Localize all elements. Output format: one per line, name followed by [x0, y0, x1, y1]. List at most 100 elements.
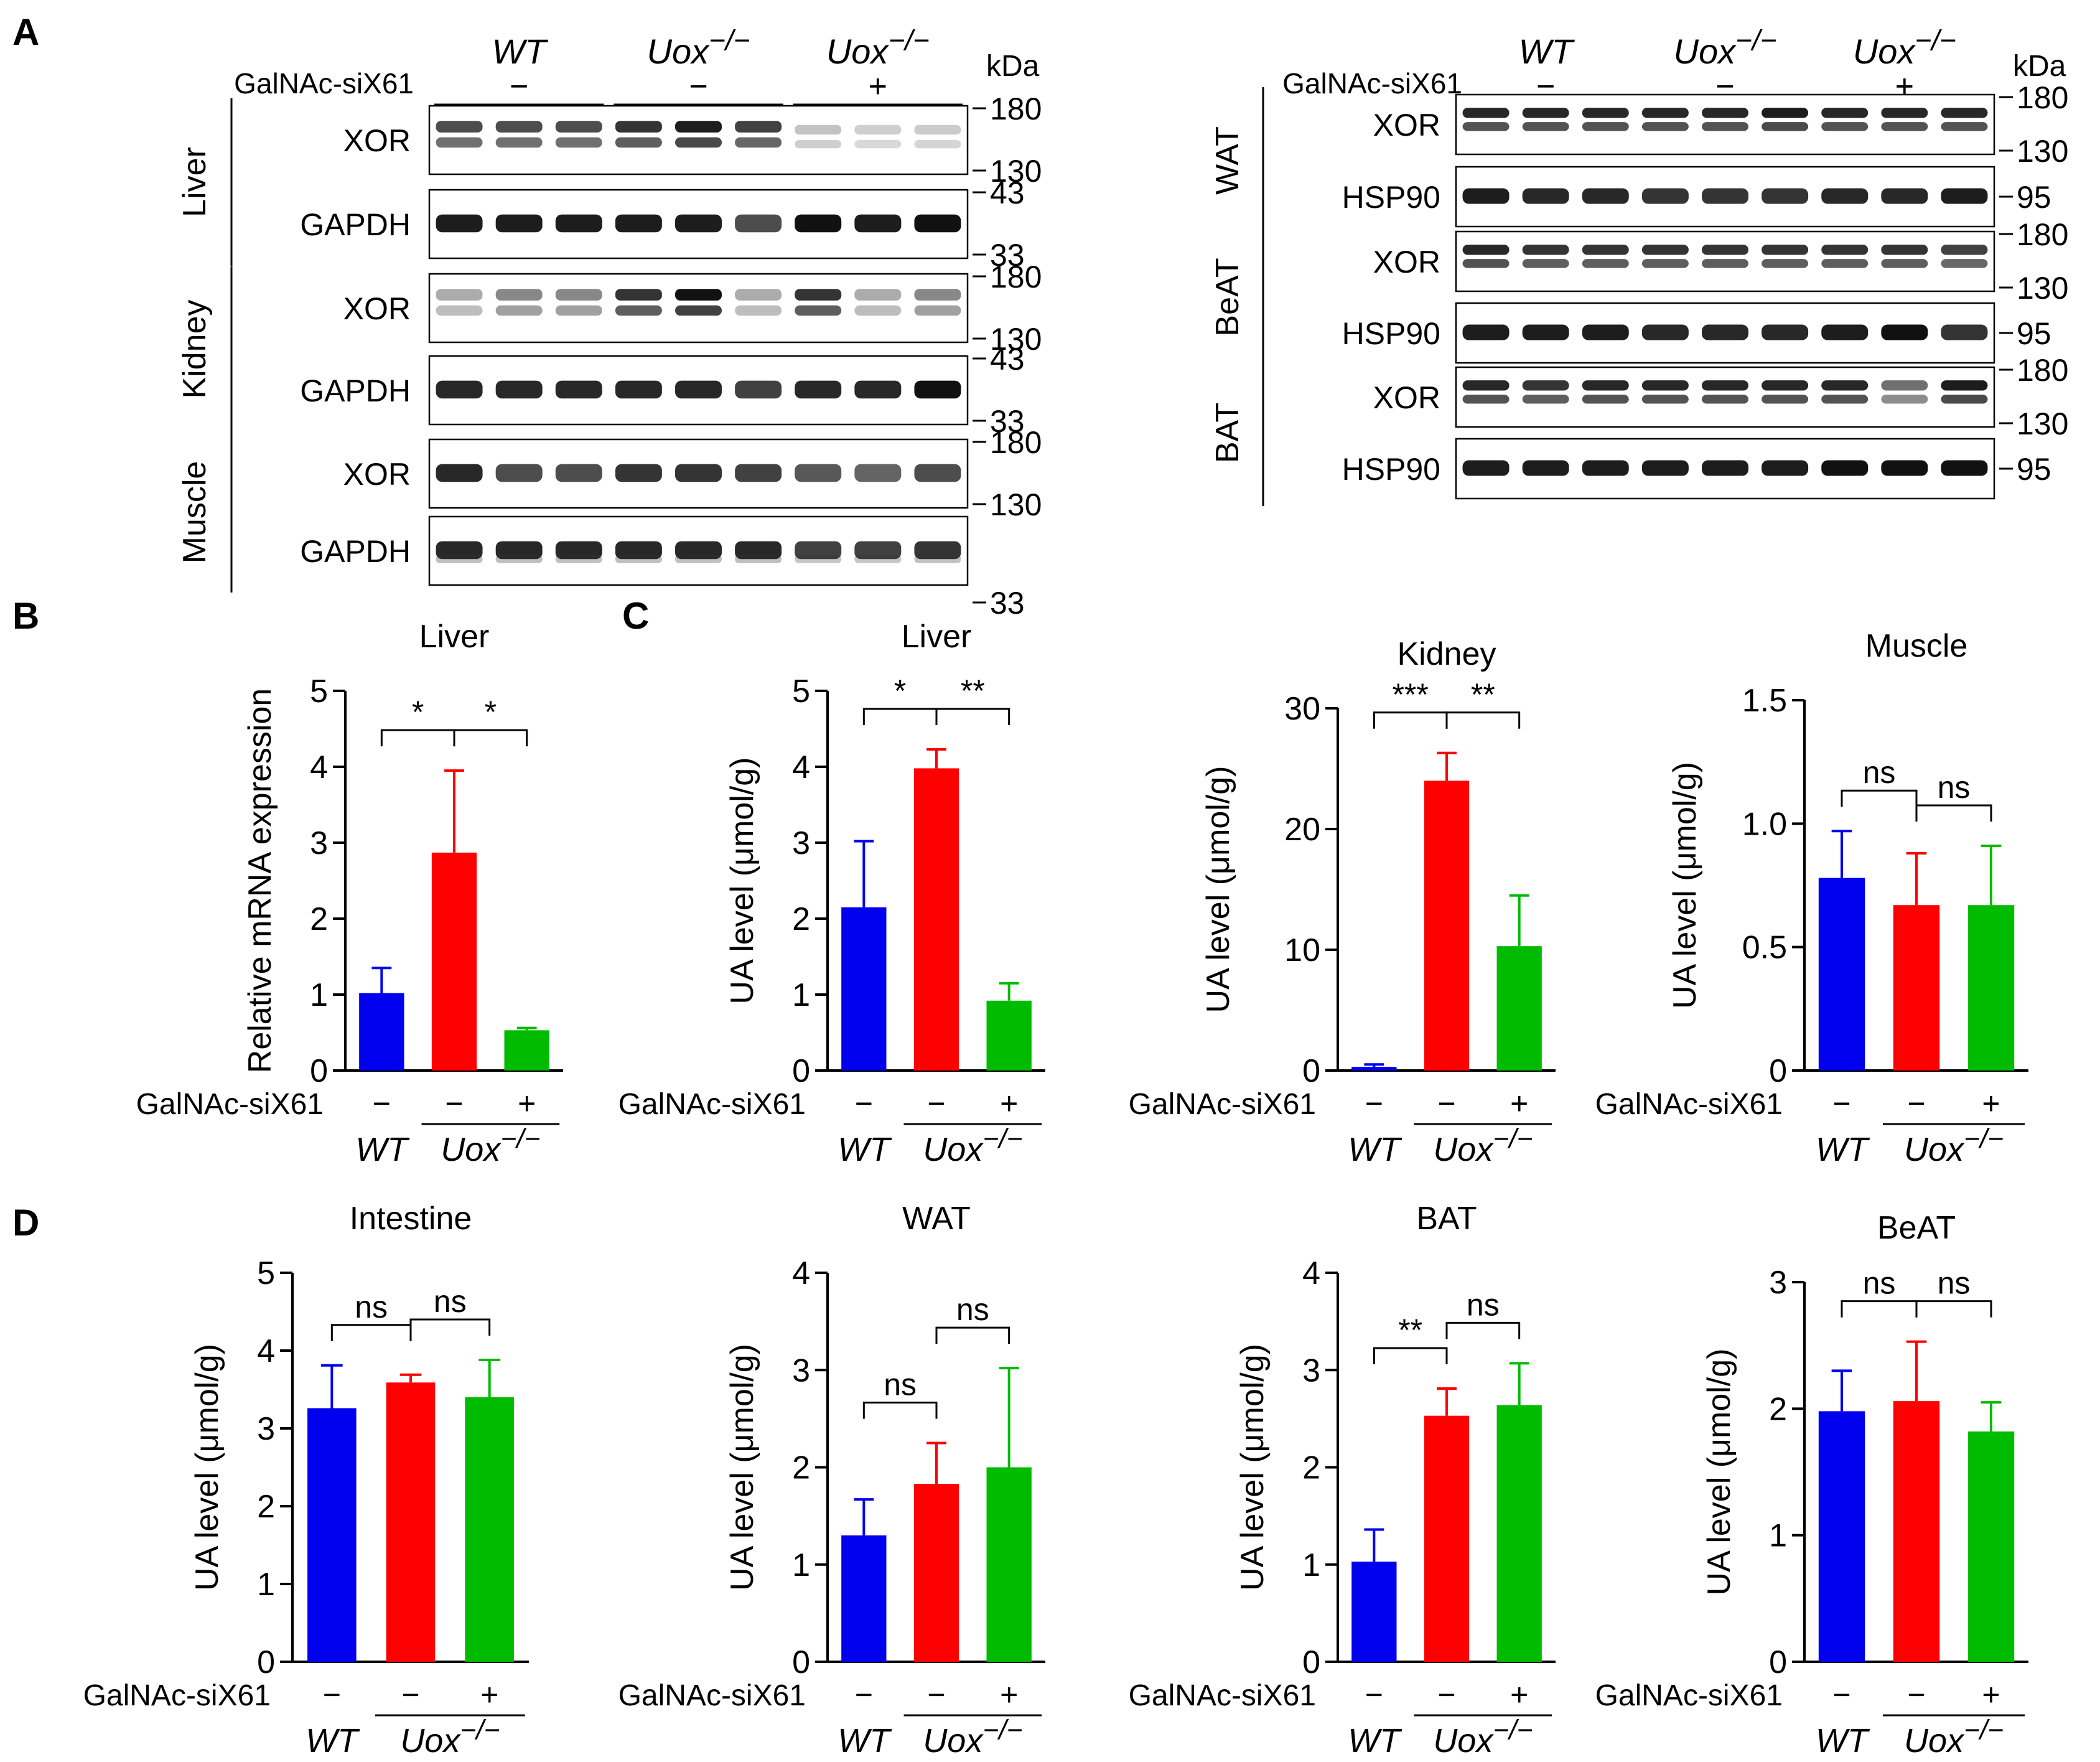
treatment-sign: + [518, 1086, 536, 1121]
blot-band-upper [436, 289, 483, 301]
blot-band [735, 214, 782, 233]
significance-label: ns [434, 1284, 467, 1319]
blot-band-lower [1762, 122, 1809, 131]
blot-band [1821, 188, 1869, 204]
blot-band-lower [1522, 259, 1569, 268]
bar-1 [913, 1484, 959, 1662]
blot-band-lower [1702, 395, 1748, 404]
bar-2 [1967, 1431, 2015, 1662]
bar-0 [1351, 1067, 1397, 1071]
genotype-uox: Uox−/− [441, 1123, 540, 1168]
genotype-uox-base: Uox [923, 1131, 984, 1168]
blot-band-upper [555, 121, 602, 133]
significance-bracket [935, 1326, 1010, 1344]
blot-genotype-uox-base: Uox [1853, 32, 1916, 71]
y-tick-label: 4 [792, 1255, 810, 1291]
blot-band-lower [1881, 395, 1928, 404]
bar-0 [359, 993, 404, 1071]
blot-band-lower [495, 137, 543, 148]
y-axis-label: UA level (μmol/g) [724, 1344, 760, 1591]
blot-band [1641, 324, 1689, 340]
blot-band [914, 541, 961, 560]
marker-label: 130 [990, 322, 1042, 357]
blot-band [1941, 324, 1988, 340]
treatment-sign: − [927, 1086, 945, 1121]
significance-label: ns [355, 1290, 388, 1324]
blot-band [675, 541, 722, 560]
blot-band-lower [854, 140, 902, 149]
blot-band-upper [1582, 108, 1629, 118]
western-blot-right: GalNAc-siX61WT−Uox−/−−Uox−/−+kDaXOR18013… [1210, 24, 2068, 506]
treatment-label: GalNAc-siX61 [136, 1088, 324, 1121]
significance-bracket [1915, 1300, 1992, 1318]
blot-band [854, 464, 902, 482]
blot-band [436, 464, 483, 482]
blot-band-lower [735, 137, 782, 148]
blot-genotype-uox: Uox−/− [826, 24, 930, 71]
treatment-sign: + [1510, 1086, 1528, 1121]
marker-label: 33 [990, 586, 1025, 621]
blot-band [854, 541, 902, 560]
blot-band [1462, 188, 1510, 204]
blot-band-lower [1941, 395, 1988, 404]
marker-label: 180 [990, 260, 1042, 294]
tissue-label: BAT [1210, 403, 1246, 463]
genotype-uox: Uox−/− [1433, 1715, 1533, 1760]
blot-band-upper [1462, 108, 1510, 118]
genotype-wt: WT [306, 1722, 360, 1760]
genotype-uox-base: Uox [400, 1722, 461, 1760]
y-tick-label: 2 [257, 1489, 275, 1525]
blot-band [1462, 324, 1510, 340]
chart-title: Muscle [1865, 628, 1968, 664]
blot-band-lower [1641, 122, 1689, 131]
y-tick-label: 5 [792, 673, 810, 710]
genotype-uox-sup: −/− [500, 1123, 540, 1154]
blot-band-upper [1821, 380, 1869, 391]
y-tick-label: 0 [310, 1053, 328, 1089]
blot-band-upper [1762, 245, 1809, 255]
y-tick-label: 3 [1769, 1265, 1787, 1301]
bar-0 [1818, 1411, 1865, 1662]
significance-label: *** [1392, 677, 1428, 712]
y-axis-label: UA level (μmol/g) [1234, 1344, 1271, 1591]
chart-title: Liver [902, 619, 972, 655]
y-tick-label: 1 [792, 1547, 810, 1583]
treatment-sign: + [1000, 1086, 1018, 1121]
treatment-sign: + [480, 1677, 498, 1712]
blot-band-lower [1821, 122, 1869, 131]
treatment-sign: − [1365, 1086, 1383, 1121]
bar-2 [1496, 946, 1542, 1071]
protein-label: HSP90 [1342, 316, 1440, 351]
blot-genotype-uox: Uox−/− [647, 24, 750, 71]
blot-band [436, 380, 483, 399]
genotype-uox: Uox−/− [400, 1715, 500, 1760]
blot-band [495, 214, 543, 233]
blot-band-smear [914, 555, 961, 563]
blot-band-lower [1881, 122, 1928, 131]
blot-band [1641, 460, 1689, 476]
blot-band-upper [1582, 380, 1629, 391]
blot-band [675, 380, 722, 399]
significance-bracket [1373, 1347, 1448, 1364]
western-blot-left: GalNAc-siX61WT−Uox−/−−Uox−/−+kDaXOR18013… [177, 24, 1042, 621]
blot-band-smear [675, 555, 722, 563]
protein-label: HSP90 [1342, 180, 1440, 215]
y-tick-label: 0 [1769, 1053, 1787, 1089]
blot-genotype-wt: WT [1519, 32, 1575, 71]
blot-band-lower [1582, 395, 1629, 404]
marker-label: 95 [2017, 316, 2051, 351]
chart-title: Kidney [1398, 636, 1496, 672]
significance-label: ns [1863, 1266, 1896, 1301]
blot-band-upper [1762, 108, 1809, 118]
protein-label: XOR [343, 457, 411, 492]
blot-band-smear [555, 555, 602, 563]
y-tick-label: 3 [310, 825, 328, 861]
blot-band [735, 464, 782, 482]
chart-D-beat: BeAT 0 1 2 3 UA level (μmol/g) ns ns GalNAc-siX6… [1595, 1210, 2028, 1760]
genotype-wt: WT [1816, 1131, 1870, 1168]
blot-band [1881, 324, 1928, 340]
blot-band-upper [495, 121, 543, 133]
significance-label: ns [1938, 1266, 1971, 1301]
bar-1 [1424, 780, 1470, 1071]
